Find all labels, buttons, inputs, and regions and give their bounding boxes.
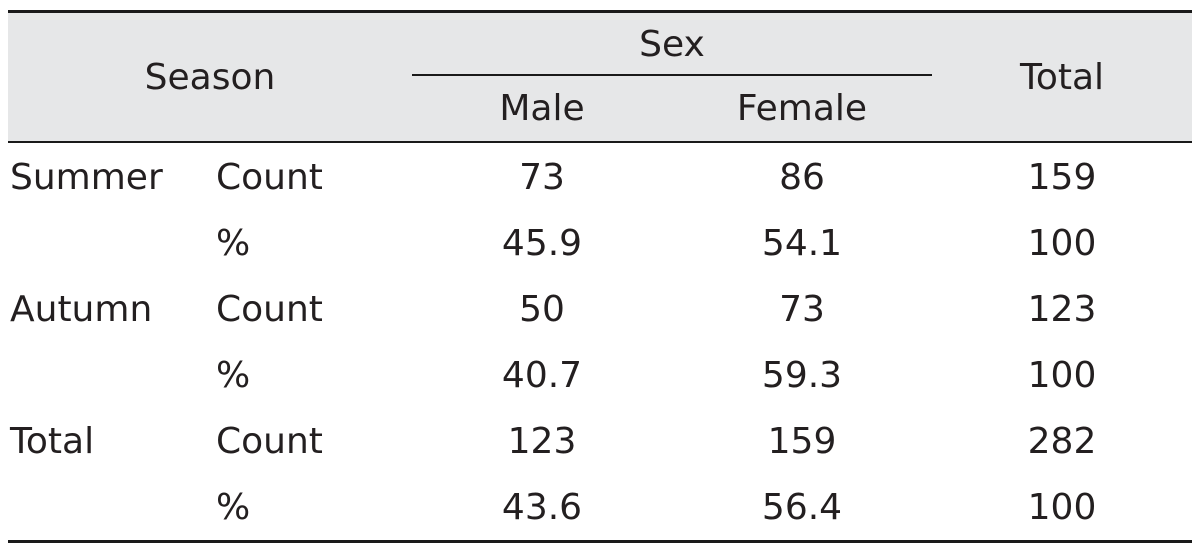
header-female: Female [736,88,868,129]
row-measure: % [216,223,251,264]
header-sex: Sex [639,24,705,65]
cell-female: 56.4 [761,487,843,528]
row-season: Summer [10,157,163,198]
bottom-rule [8,540,1192,543]
cell-male: 123 [507,421,577,462]
row-season: Autumn [10,289,153,330]
row-measure: Count [216,289,323,330]
cell-male: 45.9 [501,223,583,264]
cell-male: 50 [519,289,565,330]
row-season: Total [10,421,95,462]
cell-total: 123 [1027,289,1097,330]
row-measure: Count [216,157,323,198]
row-measure: % [216,355,251,396]
table-header [8,13,1192,141]
cell-total: 159 [1027,157,1097,198]
top-rule [8,10,1192,13]
cell-female: 86 [779,157,825,198]
row-season [10,486,210,530]
header-male: Male [499,88,585,129]
cell-male: 73 [519,157,565,198]
cell-total: 282 [1027,421,1097,462]
header-season: Season [144,57,276,98]
header-rule [8,141,1192,143]
cell-male: 43.6 [501,487,583,528]
cell-female: 73 [779,289,825,330]
cell-female: 59.3 [761,355,843,396]
header-total: Total [1019,57,1105,98]
row-measure: % [216,487,251,528]
row-season [10,222,210,266]
cell-total: 100 [1027,223,1097,264]
cell-female: 159 [767,421,837,462]
cell-total: 100 [1027,487,1097,528]
cell-male: 40.7 [501,355,583,396]
cell-total: 100 [1027,355,1097,396]
crosstab-table: Season Sex Male Female Total Summer Coun… [8,10,1192,543]
sex-spanner-rule [412,74,932,76]
row-season [10,354,210,398]
row-measure: Count [216,421,323,462]
cell-female: 54.1 [761,223,843,264]
